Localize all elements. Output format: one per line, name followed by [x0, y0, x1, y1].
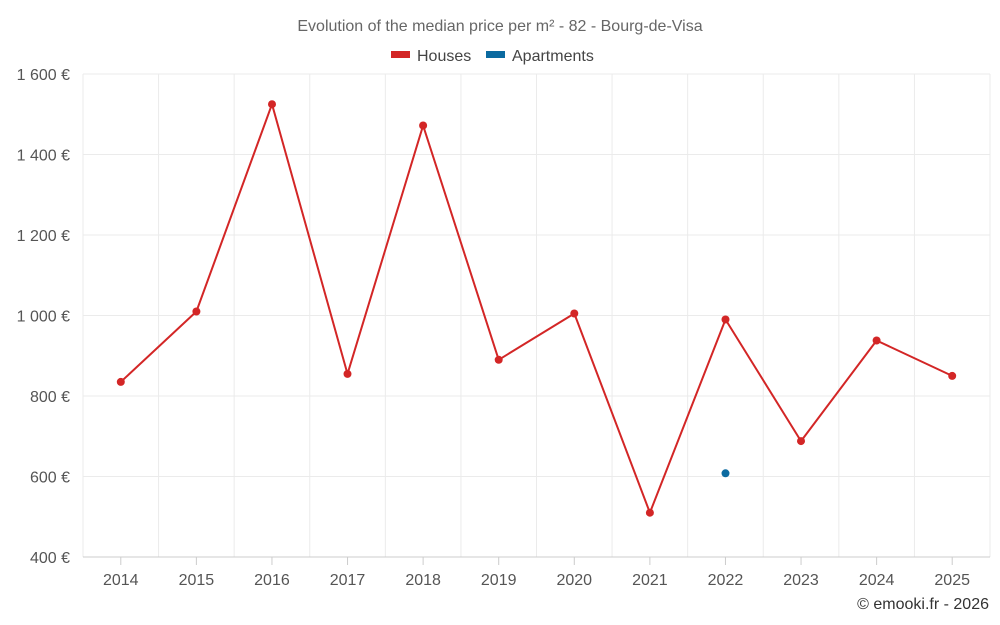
x-tick-label: 2021 — [632, 572, 668, 589]
y-tick-label: 1 000 € — [17, 309, 70, 326]
x-tick-label: 2014 — [103, 572, 139, 589]
legend-swatch-apartments — [486, 51, 505, 58]
x-tick-label: 2017 — [330, 572, 366, 589]
legend-label-apartments[interactable]: Apartments — [512, 48, 594, 65]
data-point-houses[interactable] — [268, 100, 276, 109]
data-point-houses[interactable] — [645, 508, 654, 517]
data-point-houses[interactable] — [872, 336, 881, 345]
data-point-houses[interactable] — [494, 355, 503, 364]
x-tick-label: 2025 — [934, 572, 970, 589]
x-tick-label: 2019 — [481, 572, 517, 589]
axes: 400 € 600 € 800 € 1 000 € 1 200 € 1 400 € 1 60… — [17, 67, 990, 589]
y-tick-label: 400 € — [30, 550, 70, 567]
data-point-houses[interactable] — [192, 307, 201, 316]
x-tick-label: 2020 — [556, 572, 592, 589]
y-tick-label: 1 600 € — [17, 67, 70, 84]
y-tick-label: 1 200 € — [17, 228, 70, 245]
data-point-houses[interactable] — [797, 437, 805, 446]
chart-title: Evolution of the median price per m² - 8… — [297, 18, 702, 35]
legend: Houses Apartments — [391, 48, 594, 65]
data-point-houses[interactable] — [116, 377, 125, 386]
x-tick-label: 2018 — [405, 572, 441, 589]
x-tick-label: 2024 — [859, 572, 895, 589]
x-tick-label: 2015 — [179, 572, 215, 589]
series — [116, 100, 957, 517]
x-tick-label: 2023 — [783, 572, 819, 589]
y-tick-label: 800 € — [30, 389, 70, 406]
data-point-houses[interactable] — [343, 369, 352, 378]
legend-label-houses[interactable]: Houses — [417, 48, 471, 65]
series-line-houses — [120, 103, 953, 514]
data-point-houses[interactable] — [721, 315, 730, 324]
footer-credit: © emooki.fr - 2026 — [857, 596, 989, 613]
x-tick-label: 2022 — [708, 572, 744, 589]
grid — [82, 73, 991, 557]
data-point-houses[interactable] — [570, 309, 579, 318]
data-point-houses[interactable] — [948, 371, 957, 380]
y-tick-label: 1 400 € — [17, 148, 70, 165]
data-point-apartments[interactable] — [721, 469, 730, 478]
data-point-houses[interactable] — [419, 121, 428, 130]
x-tick-label: 2016 — [254, 572, 290, 589]
legend-swatch-houses — [391, 51, 410, 58]
y-tick-label: 600 € — [30, 470, 70, 487]
